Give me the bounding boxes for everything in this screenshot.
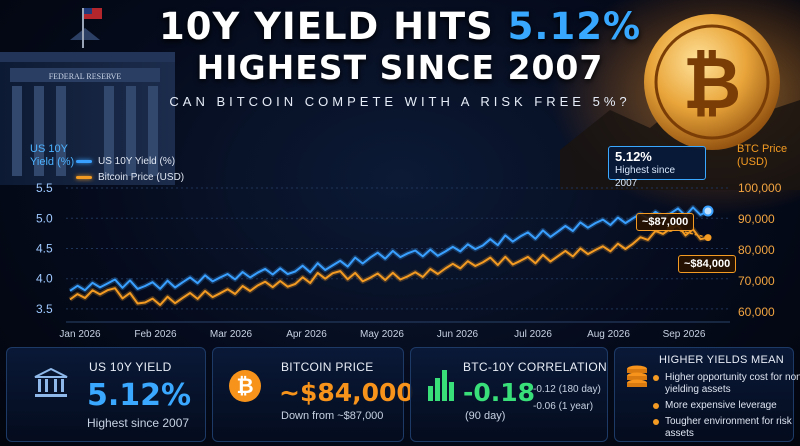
subtitle: CAN BITCOIN COMPETE WITH A RISK FREE 5%? — [169, 94, 631, 109]
svg-text:₿: ₿ — [683, 41, 742, 125]
title-line-2: HIGHEST SINCE 2007 — [196, 48, 604, 87]
legend-label-btc: Bitcoin Price (USD) — [98, 171, 185, 183]
yield-series-line — [69, 206, 709, 292]
title-highlight: 5.12% — [507, 5, 642, 48]
stats-panels: US 10Y YIELD 5.12% Highest since 2007 ₿ … — [6, 347, 800, 442]
legend-item-btc: Bitcoin Price (USD) — [76, 169, 184, 185]
title-prefix: 10Y YIELD HITS — [158, 5, 494, 48]
panel-higher-yields: HIGHER YIELDS MEAN Higher opportunity co… — [614, 347, 800, 442]
btc-latest-point — [704, 234, 712, 242]
yield-latest-point — [702, 205, 714, 217]
panel-correlation: BTC-10Y CORRELATION -0.18 (90 day) -0.12… — [410, 347, 608, 442]
panel-bitcoin-price: ₿ BITCOIN PRICE ~$84,000 Down from ~$87,… — [212, 347, 414, 442]
corr-180-day: -0.12 (180 day) — [533, 384, 601, 395]
series-glow — [68, 223, 709, 308]
right-axis-tick-label: 70,000 — [738, 274, 775, 288]
btc-current-label: ~$84,000 — [678, 255, 737, 273]
legend-label-yield: US 10Y Yield (%) — [98, 155, 176, 167]
x-axis-tick-label: Jul 2026 — [514, 329, 552, 340]
x-axis-tick-label: Apr 2026 — [286, 329, 327, 340]
bullet-dot — [653, 403, 659, 409]
list-item: Tougher environment for risk assets — [653, 416, 800, 440]
left-axis-tick-label: 4.0 — [36, 272, 53, 286]
higher-yields-list: Higher opportunity cost for non yielding… — [653, 372, 800, 444]
left-axis-title-line-1: US 10Y — [30, 143, 68, 155]
corr-1y-period: (1 year) — [558, 401, 594, 412]
x-axis-tick-label: Mar 2026 — [210, 329, 253, 340]
corr-panel-label: BTC-10Y CORRELATION — [463, 360, 607, 374]
btc-panel-label: BITCOIN PRICE — [281, 360, 374, 374]
btc-panel-sub: Down from ~$87,000 — [281, 410, 384, 422]
headline: 10Y YIELD HITS 5.12% HIGHEST SINCE 2007 … — [0, 6, 800, 110]
right-axis-title-line-2: (USD) — [737, 156, 768, 168]
btc-series-line — [69, 224, 709, 306]
right-axis-title-line-1: BTC Price — [737, 143, 788, 155]
btc-peak-label: ~$87,000 — [636, 213, 695, 231]
higher-yields-item-1: Higher opportunity cost for non yielding… — [665, 372, 800, 395]
x-axis-tick-label: Jan 2026 — [59, 329, 101, 340]
corr-180-period: (180 day) — [558, 384, 601, 395]
federal-reserve-building: FEDERAL RESERVE — [0, 8, 175, 185]
chart-legend: US 10Y Yield (%) Bitcoin Price (USD) — [76, 153, 184, 185]
legend-swatch-btc — [76, 175, 92, 179]
left-axis-tick-label: 5.5 — [36, 181, 53, 195]
corr-1y-value: -0.06 — [533, 401, 556, 412]
left-axis-title: US 10Y Yield (%) — [30, 143, 74, 169]
corr-panel-sub: (90 day) — [465, 410, 506, 422]
legend-swatch-yield — [76, 159, 92, 163]
x-axis-tick-label: Feb 2026 — [134, 329, 177, 340]
x-axis-tick-label: May 2026 — [360, 329, 404, 340]
bullet-dot — [653, 375, 659, 381]
yield-panel-label: US 10Y YIELD — [89, 360, 172, 374]
right-axis-tick-label: 100,000 — [738, 181, 782, 195]
bank-icon — [34, 368, 68, 397]
coin-stack-icon — [627, 365, 647, 387]
list-item: Higher opportunity cost for non yielding… — [653, 372, 800, 396]
bar-chart-icon — [428, 370, 454, 401]
higher-yields-item-3: Tougher environment for risk assets — [665, 416, 792, 439]
bitcoin-icon: ₿ — [229, 370, 261, 402]
x-axis-tick-label: Aug 2026 — [587, 329, 630, 340]
list-item: More expensive leverage — [653, 400, 800, 412]
x-axis-tick-label: Sep 2026 — [663, 329, 706, 340]
title-line-1: 10Y YIELD HITS 5.12% — [0, 6, 800, 48]
higher-yields-item-2: More expensive leverage — [665, 400, 777, 411]
left-axis-title-line-2: Yield (%) — [30, 156, 75, 168]
legend-item-yield: US 10Y Yield (%) — [76, 153, 184, 169]
corr-panel-value: -0.18 — [463, 378, 536, 407]
bitcoin-coin-graphic: ₿ — [644, 14, 780, 150]
left-axis-tick-label: 3.5 — [36, 302, 53, 316]
left-axis-tick-label: 4.5 — [36, 241, 53, 255]
corr-180-value: -0.12 — [533, 384, 556, 395]
yield-panel-sub: Highest since 2007 — [87, 416, 190, 430]
right-axis-tick-label: 60,000 — [738, 305, 775, 319]
yield-callout-text: Highest since 2007 — [615, 165, 676, 189]
yield-callout: 5.12% Highest since 2007 — [608, 146, 706, 189]
bullet-dot — [653, 419, 659, 425]
panel-us-10y-yield: US 10Y YIELD 5.12% Highest since 2007 — [6, 347, 206, 442]
x-axis-tick-label: Jun 2026 — [437, 329, 479, 340]
btc-panel-value: ~$84,000 — [279, 378, 414, 407]
right-axis-tick-label: 80,000 — [738, 243, 775, 257]
right-axis-tick-label: 90,000 — [738, 212, 775, 226]
yield-panel-value: 5.12% — [87, 378, 192, 413]
higher-yields-label: HIGHER YIELDS MEAN — [659, 354, 785, 366]
building-inscription: FEDERAL RESERVE — [49, 72, 122, 81]
left-axis-tick-label: 5.0 — [36, 211, 53, 225]
right-axis-title: BTC Price (USD) — [737, 143, 787, 169]
yield-callout-value: 5.12% — [615, 149, 652, 164]
corr-1-year: -0.06 (1 year) — [533, 401, 593, 412]
